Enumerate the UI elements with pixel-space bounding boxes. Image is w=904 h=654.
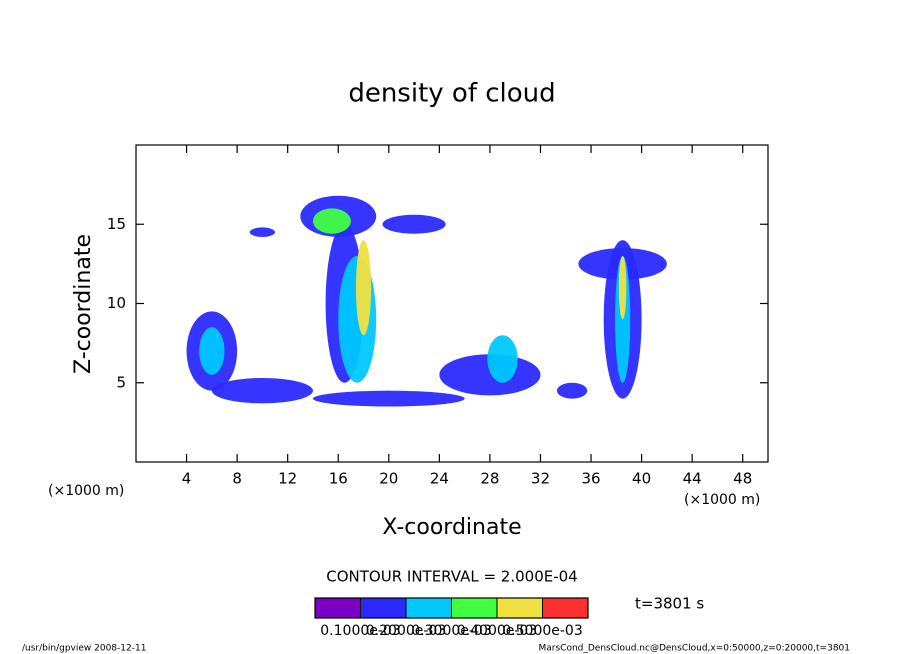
- y-tick-label: 15: [107, 215, 126, 233]
- x-tick-label: 8: [232, 470, 242, 488]
- density-region: [211, 377, 313, 404]
- y-tick-label: 10: [107, 294, 126, 312]
- x-unit-label: (×1000 m): [684, 492, 760, 508]
- colorbar-label: 0.3000e-03: [411, 623, 491, 639]
- density-region: [487, 335, 518, 383]
- colorbar-label: 0.1000e-03: [320, 623, 400, 639]
- x-tick-label: 16: [329, 470, 348, 488]
- x-tick-label: 48: [733, 470, 752, 488]
- footer: MarsCond_DensCloud.nc@DensCloud,x=0:5000…: [539, 644, 851, 654]
- chart-title: density of cloud: [348, 79, 555, 109]
- x-tick-label: 40: [632, 470, 651, 488]
- plot-frame: [135, 144, 769, 463]
- density-region: [618, 255, 627, 320]
- colorbar-band: [451, 598, 497, 618]
- x-tick-label: 32: [531, 470, 550, 488]
- x-unit-label: (×1000 m): [48, 483, 124, 499]
- colorbar-label: 0.5000e-03: [502, 623, 582, 639]
- x-tick-label: 24: [430, 470, 449, 488]
- colorbar-band: [542, 598, 588, 618]
- density-region: [556, 382, 588, 399]
- colorbar-label: 0.4000e-03: [457, 623, 537, 639]
- density-region: [249, 227, 276, 237]
- density-region: [312, 208, 351, 234]
- colorbar-band: [360, 598, 406, 618]
- x-tick-label: 28: [480, 470, 499, 488]
- x-tick-label: 20: [379, 470, 398, 488]
- density-region: [199, 327, 225, 375]
- time-label: t=3801 s: [635, 595, 704, 613]
- colorbar-label: 0.2000e-03: [366, 623, 446, 639]
- x-axis-label: X-coordinate: [382, 515, 521, 540]
- y-axis-label: Z-coordinate: [71, 234, 96, 374]
- density-region: [312, 390, 465, 407]
- footer: /usr/bin/gpview 2008-12-11: [22, 644, 146, 654]
- x-tick-label: 4: [182, 470, 192, 488]
- plot-area: [186, 195, 667, 407]
- colorbar-band: [406, 598, 452, 618]
- x-tick-label: 44: [683, 470, 702, 488]
- x-tick-label: 12: [278, 470, 297, 488]
- density-region: [382, 214, 446, 234]
- x-tick-label: 36: [581, 470, 600, 488]
- density-region: [355, 240, 372, 336]
- colorbar-band: [497, 598, 543, 618]
- contour-interval: CONTOUR INTERVAL = 2.000E-04: [326, 568, 577, 586]
- colorbar: 0.1000e-030.2000e-030.3000e-030.4000e-03…: [314, 597, 589, 639]
- colorbar-band: [315, 598, 361, 618]
- y-tick-label: 5: [116, 373, 126, 391]
